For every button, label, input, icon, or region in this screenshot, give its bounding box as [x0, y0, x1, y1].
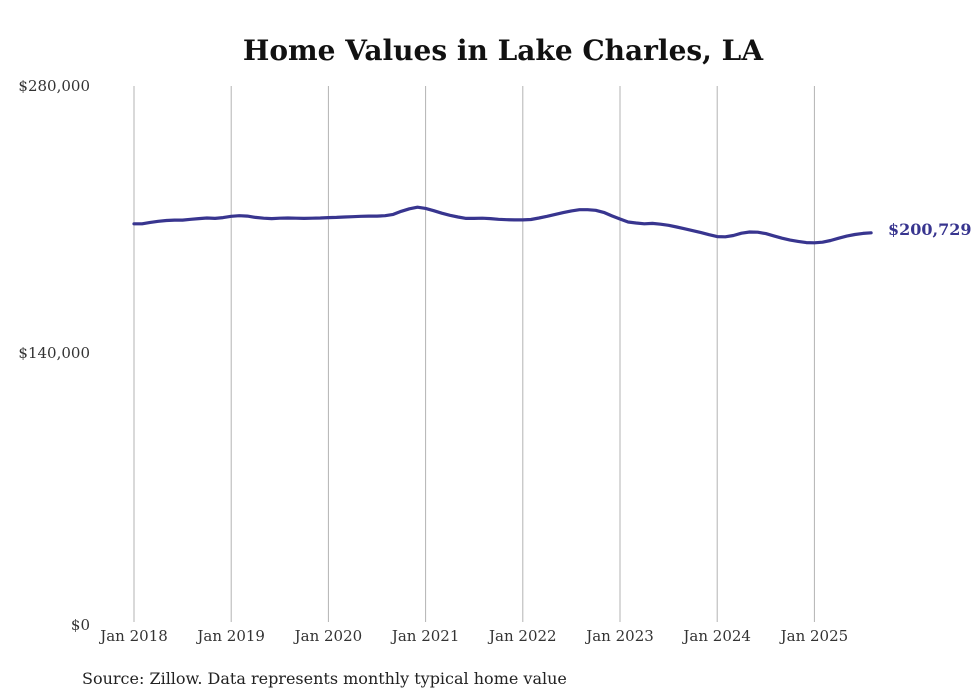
chart-title: Home Values in Lake Charles, LA [243, 34, 764, 67]
x-axis: Jan 2018 Jan 2019 Jan 2020 Jan 2021 Jan 2022… [98, 627, 848, 645]
gridlines [133, 86, 815, 622]
series-line [132, 205, 873, 245]
y-tick-label: $140,000 [18, 344, 90, 362]
y-tick-label: $0 [71, 616, 90, 634]
x-tick-label: Jan 2020 [293, 627, 363, 645]
x-tick-label: Jan 2024 [681, 627, 751, 645]
x-tick-label: Jan 2018 [98, 627, 168, 645]
x-tick-label: Jan 2019 [195, 627, 265, 645]
source-note: Source: Zillow. Data represents monthly … [82, 669, 567, 688]
y-tick-label: $280,000 [18, 77, 90, 95]
x-tick-label: Jan 2022 [487, 627, 557, 645]
x-tick-label: Jan 2021 [390, 627, 460, 645]
y-axis: $0 $140,000 $280,000 [18, 77, 90, 634]
x-tick-label: Jan 2023 [584, 627, 654, 645]
series-layer [132, 205, 873, 245]
x-tick-label: Jan 2025 [779, 627, 849, 645]
end-value-label: $200,729 [888, 220, 972, 239]
